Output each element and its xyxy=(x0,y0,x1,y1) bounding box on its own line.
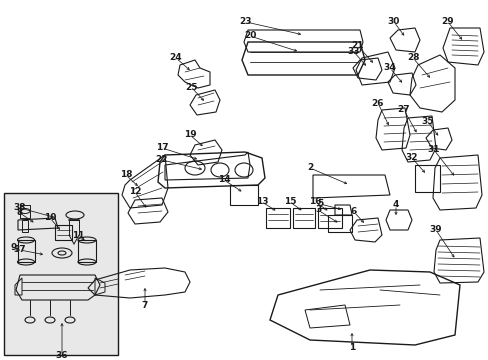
Text: 12: 12 xyxy=(128,188,141,197)
Text: 23: 23 xyxy=(239,18,252,27)
Text: 11: 11 xyxy=(72,230,84,239)
Text: 6: 6 xyxy=(350,207,356,216)
Text: 21: 21 xyxy=(351,41,364,50)
Text: 35: 35 xyxy=(421,117,433,126)
Text: 24: 24 xyxy=(169,54,182,63)
Text: 2: 2 xyxy=(306,163,312,172)
Text: 22: 22 xyxy=(156,156,168,165)
Text: 34: 34 xyxy=(383,63,395,72)
Text: 17: 17 xyxy=(155,144,168,153)
Text: 39: 39 xyxy=(429,225,442,234)
Text: 10: 10 xyxy=(44,213,56,222)
Text: 28: 28 xyxy=(406,54,418,63)
Text: 33: 33 xyxy=(347,48,360,57)
Text: 29: 29 xyxy=(441,18,453,27)
Text: 5: 5 xyxy=(316,199,323,208)
Text: 26: 26 xyxy=(371,99,384,108)
Text: 7: 7 xyxy=(142,301,148,310)
Text: 4: 4 xyxy=(392,201,398,210)
Text: 1: 1 xyxy=(348,343,354,352)
Text: 9: 9 xyxy=(11,243,17,252)
Text: 31: 31 xyxy=(427,145,439,154)
Text: 30: 30 xyxy=(387,18,399,27)
Text: 25: 25 xyxy=(185,84,198,93)
Text: 16: 16 xyxy=(308,198,321,207)
Text: 15: 15 xyxy=(283,198,296,207)
Text: 13: 13 xyxy=(255,198,268,207)
Text: 18: 18 xyxy=(120,171,132,180)
Text: 19: 19 xyxy=(183,130,196,139)
Text: 8: 8 xyxy=(17,208,23,217)
Text: 37: 37 xyxy=(14,246,26,255)
Text: 38: 38 xyxy=(14,203,26,212)
Text: 27: 27 xyxy=(397,105,409,114)
Text: 14: 14 xyxy=(217,175,230,184)
Bar xyxy=(4,193,118,355)
Text: 32: 32 xyxy=(405,153,417,162)
Text: 36: 36 xyxy=(56,351,68,360)
Text: 3: 3 xyxy=(314,206,321,215)
Text: 20: 20 xyxy=(244,31,256,40)
